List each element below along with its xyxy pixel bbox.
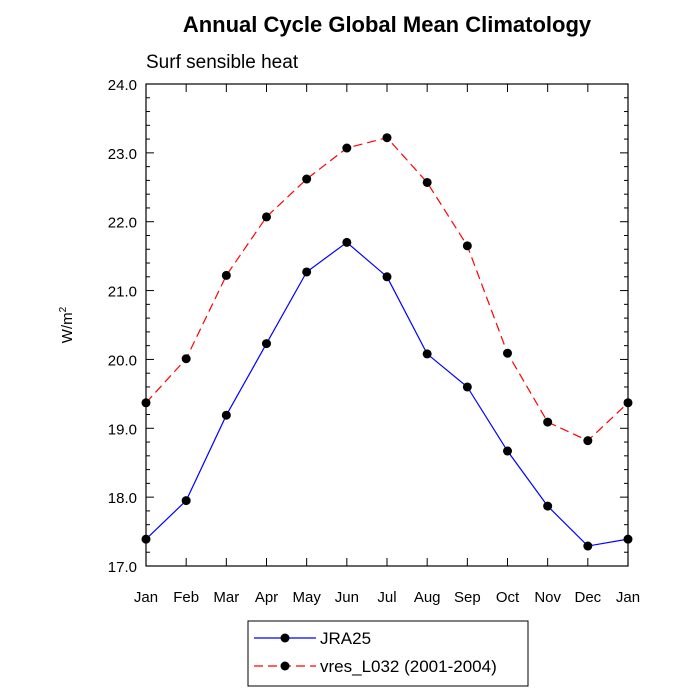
series-1-point	[342, 143, 352, 153]
legend-label-jra25: JRA25	[320, 629, 371, 648]
series-1-point	[623, 398, 633, 408]
y-tick-label: 20.0	[108, 352, 137, 369]
series-1-point	[543, 417, 553, 427]
x-tick-label: Jan	[616, 589, 640, 606]
y-tick-label: 22.0	[108, 215, 137, 232]
legend-marker-vres	[280, 661, 290, 671]
y-tick-label: 21.0	[108, 284, 137, 301]
x-tick-label: Sep	[454, 589, 481, 606]
y-tick-label: 24.0	[108, 77, 137, 94]
series-0-point	[422, 349, 432, 359]
series-0-point	[302, 267, 312, 277]
series-0-point	[221, 410, 231, 420]
x-tick-label: Jul	[377, 589, 396, 606]
x-tick-label: Mar	[213, 589, 239, 606]
series-0-point	[382, 272, 392, 282]
series-line-1	[145, 137, 629, 442]
x-tick-label: Apr	[255, 589, 278, 606]
legend-label-vres: vres_L032 (2001-2004)	[320, 657, 497, 676]
series-1-point	[583, 436, 593, 446]
series-0-point	[181, 496, 191, 506]
series-0-point	[583, 541, 593, 551]
series-1-point	[503, 348, 512, 358]
series-1-point	[462, 241, 472, 251]
series-line-0	[145, 241, 629, 547]
y-axis-label-superscript: 2	[58, 306, 69, 312]
x-tick-label: Nov	[534, 589, 561, 606]
x-tick-label: Jun	[335, 589, 359, 606]
chart-title: Annual Cycle Global Mean Climatology	[183, 12, 592, 37]
y-tick-label: 18.0	[108, 490, 137, 507]
x-tick-label: Oct	[496, 589, 520, 606]
series-1-point	[382, 133, 392, 143]
plot-frame	[145, 83, 629, 567]
x-tick-label: Feb	[173, 589, 199, 606]
legend-box	[247, 620, 529, 687]
series-1-point	[141, 398, 151, 408]
x-tick-label: Jan	[134, 589, 158, 606]
series-0-point	[262, 339, 271, 349]
series-0-point	[543, 501, 553, 511]
y-tick-label: 17.0	[108, 559, 137, 576]
series-1-point	[302, 174, 312, 184]
x-tick-label: May	[292, 589, 321, 606]
x-tick-label: Aug	[414, 589, 441, 606]
legend: JRA25 vres_L032 (2001-2004)	[247, 620, 529, 687]
plot-area: 17.0 18.0 19.0 20.0 21.0 22.0 23.0 24.0 Jan Feb Ma…	[108, 77, 640, 606]
x-tick-label: Dec	[574, 589, 601, 606]
series-1-point	[422, 177, 432, 187]
legend-marker-jra25	[280, 633, 290, 643]
series-0-point	[342, 237, 352, 247]
series-1-point	[221, 270, 231, 280]
y-axis-label: W/m2	[58, 306, 76, 343]
y-tick-label: 23.0	[108, 146, 137, 163]
series-0-point	[503, 446, 512, 456]
y-tick-label: 19.0	[108, 421, 137, 438]
series-0-point	[623, 534, 633, 544]
series-0-point	[462, 382, 472, 392]
series-1-point	[181, 354, 191, 364]
series-0-point	[141, 534, 151, 544]
chart-subtitle: Surf sensible heat	[146, 52, 299, 73]
y-axis-label-text: W/m	[59, 312, 76, 343]
series-1-point	[262, 212, 271, 222]
